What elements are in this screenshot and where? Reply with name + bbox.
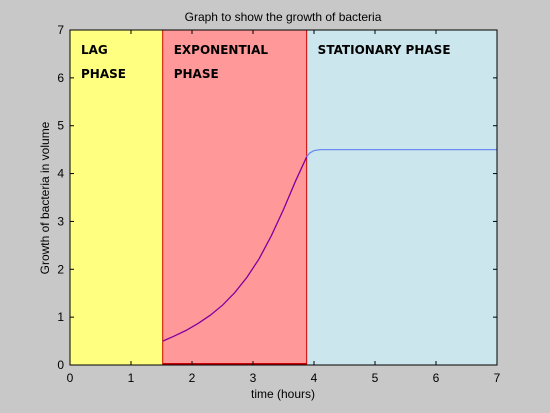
y-tick-label-4: 4 xyxy=(57,167,64,181)
phase-region-1 xyxy=(162,30,307,365)
y-tick-label-6: 6 xyxy=(57,71,64,85)
x-tick-label-5: 5 xyxy=(372,371,379,385)
x-tick-label-1: 1 xyxy=(128,371,135,385)
x-tick-label-7: 7 xyxy=(494,371,501,385)
plot-frame xyxy=(69,29,498,366)
phase-labels: LAG PHASE EXPONENTIAL PHASE STATIONARY PHASE xyxy=(81,43,451,81)
y-axis-title: Growth of bacteria in volume xyxy=(38,121,52,274)
phase-label-0-1: PHASE xyxy=(81,67,126,81)
y-tick-label-3: 3 xyxy=(57,214,64,228)
phase-label-1-1: PHASE xyxy=(174,67,219,81)
series-line-0 xyxy=(162,156,308,342)
phase-region-0 xyxy=(70,30,163,365)
phase-label-1-0: EXPONENTIAL xyxy=(174,43,269,57)
phase-boundaries xyxy=(162,30,308,365)
x-tick-label-6: 6 xyxy=(433,371,440,385)
y-tick-label-1: 1 xyxy=(57,310,64,324)
y-tick-label-7: 7 xyxy=(57,23,64,37)
x-axis-ticks: 0 1 2 3 4 5 6 7 xyxy=(67,30,501,385)
x-tick-label-2: 2 xyxy=(189,371,196,385)
phase-region-2 xyxy=(306,30,497,365)
x-tick-label-4: 4 xyxy=(311,371,318,385)
chart-title: Graph to show the growth of bacteria xyxy=(185,10,382,24)
series-line-1 xyxy=(306,148,497,158)
phase-label-2-0: STATIONARY PHASE xyxy=(318,43,451,57)
x-tick-label-3: 3 xyxy=(250,371,257,385)
y-tick-label-0: 0 xyxy=(57,358,64,372)
y-axis-ticks: 0 1 2 3 4 5 6 7 xyxy=(57,23,497,372)
growth-curve xyxy=(162,148,497,342)
y-tick-label-5: 5 xyxy=(57,119,64,133)
phase-label-0-0: LAG xyxy=(81,43,108,57)
x-axis-title: time (hours) xyxy=(251,387,315,401)
phase-regions xyxy=(70,30,497,365)
x-tick-label-0: 0 xyxy=(67,371,74,385)
y-tick-label-2: 2 xyxy=(57,262,64,276)
